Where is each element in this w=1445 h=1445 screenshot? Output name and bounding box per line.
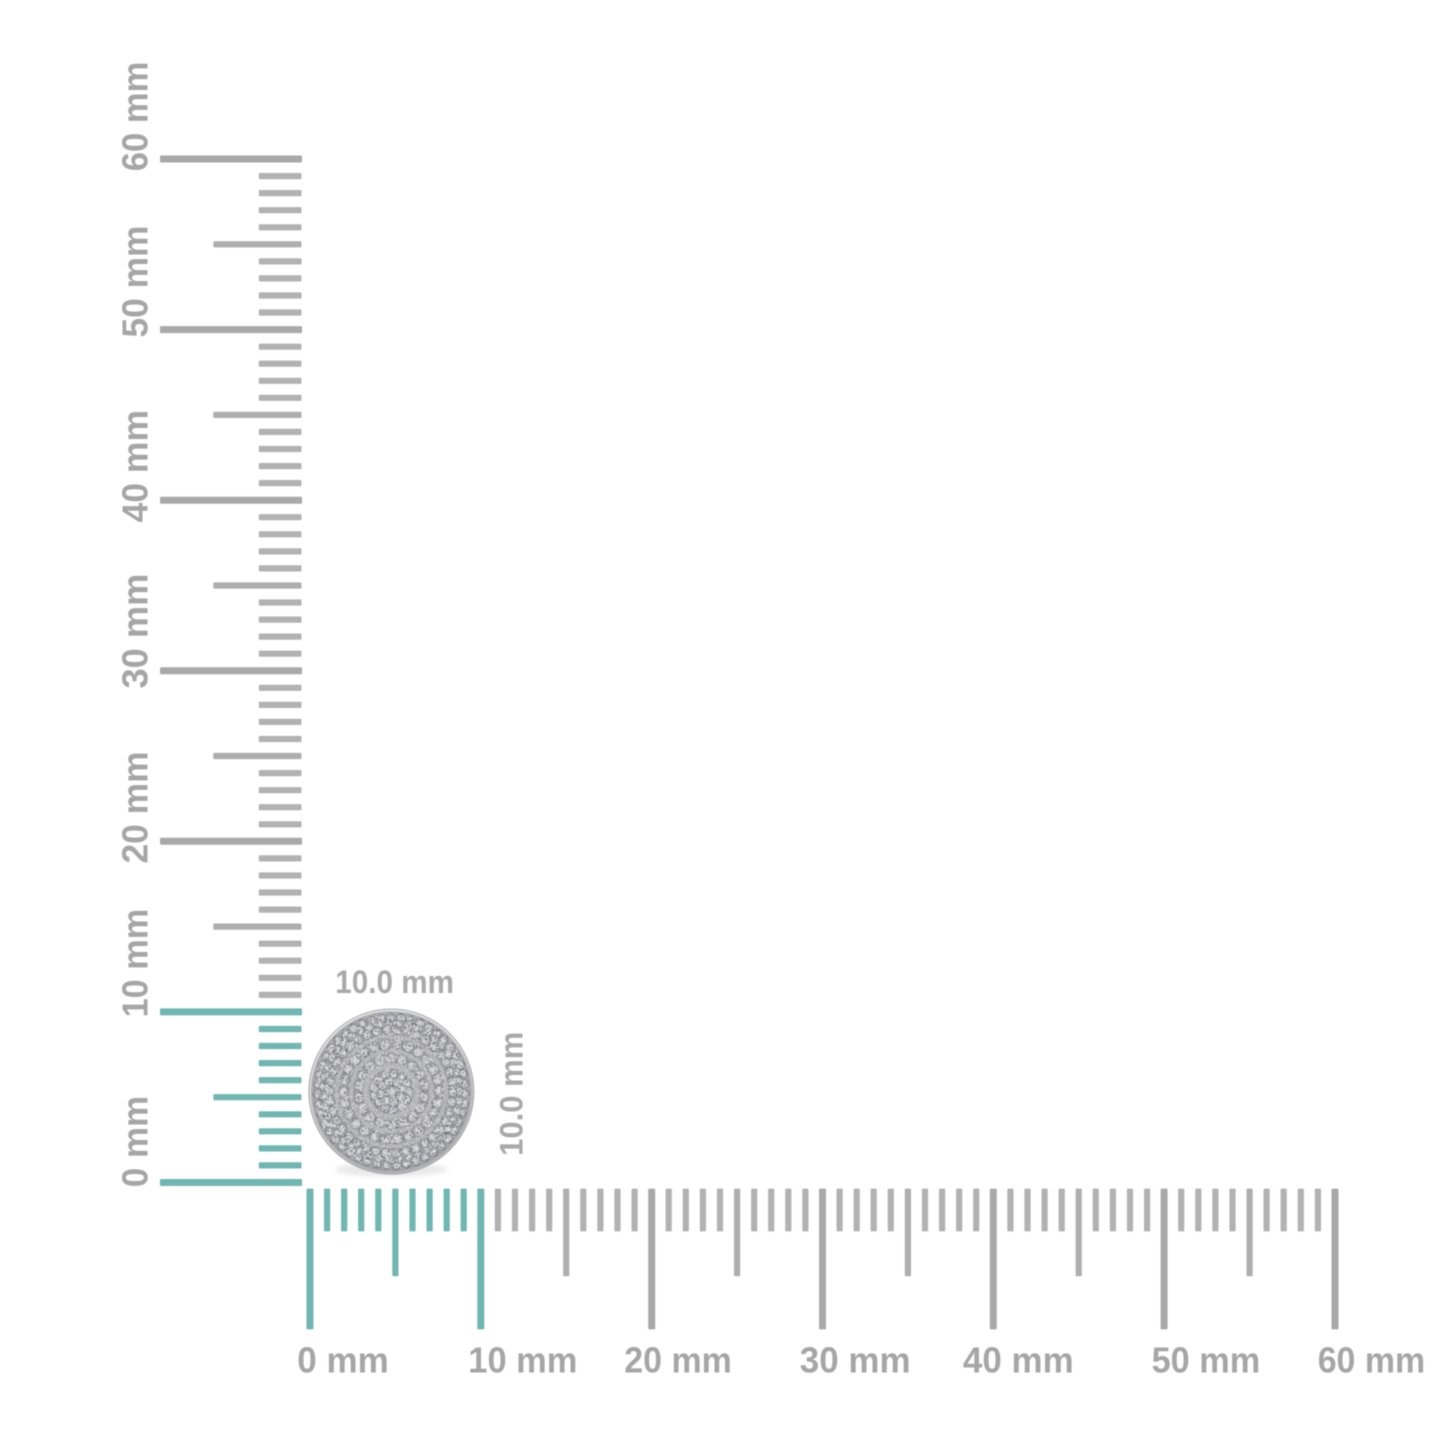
svg-text:10.0 mm: 10.0 mm bbox=[494, 1032, 530, 1156]
svg-text:50 mm: 50 mm bbox=[115, 226, 156, 338]
svg-text:0 mm: 0 mm bbox=[115, 1096, 156, 1188]
svg-text:60 mm: 60 mm bbox=[115, 62, 156, 172]
svg-text:20 mm: 20 mm bbox=[624, 1340, 732, 1381]
svg-text:30 mm: 30 mm bbox=[115, 574, 156, 689]
svg-text:10 mm: 10 mm bbox=[115, 909, 156, 1018]
svg-text:0 mm: 0 mm bbox=[297, 1340, 389, 1381]
svg-text:10.0 mm: 10.0 mm bbox=[335, 964, 454, 1000]
svg-text:50 mm: 50 mm bbox=[1152, 1340, 1261, 1381]
svg-text:60 mm: 60 mm bbox=[1318, 1340, 1426, 1381]
svg-text:10 mm: 10 mm bbox=[468, 1340, 577, 1381]
svg-text:40 mm: 40 mm bbox=[963, 1340, 1074, 1381]
svg-text:30 mm: 30 mm bbox=[800, 1340, 911, 1381]
svg-text:40 mm: 40 mm bbox=[115, 410, 156, 522]
svg-text:20 mm: 20 mm bbox=[115, 751, 156, 863]
